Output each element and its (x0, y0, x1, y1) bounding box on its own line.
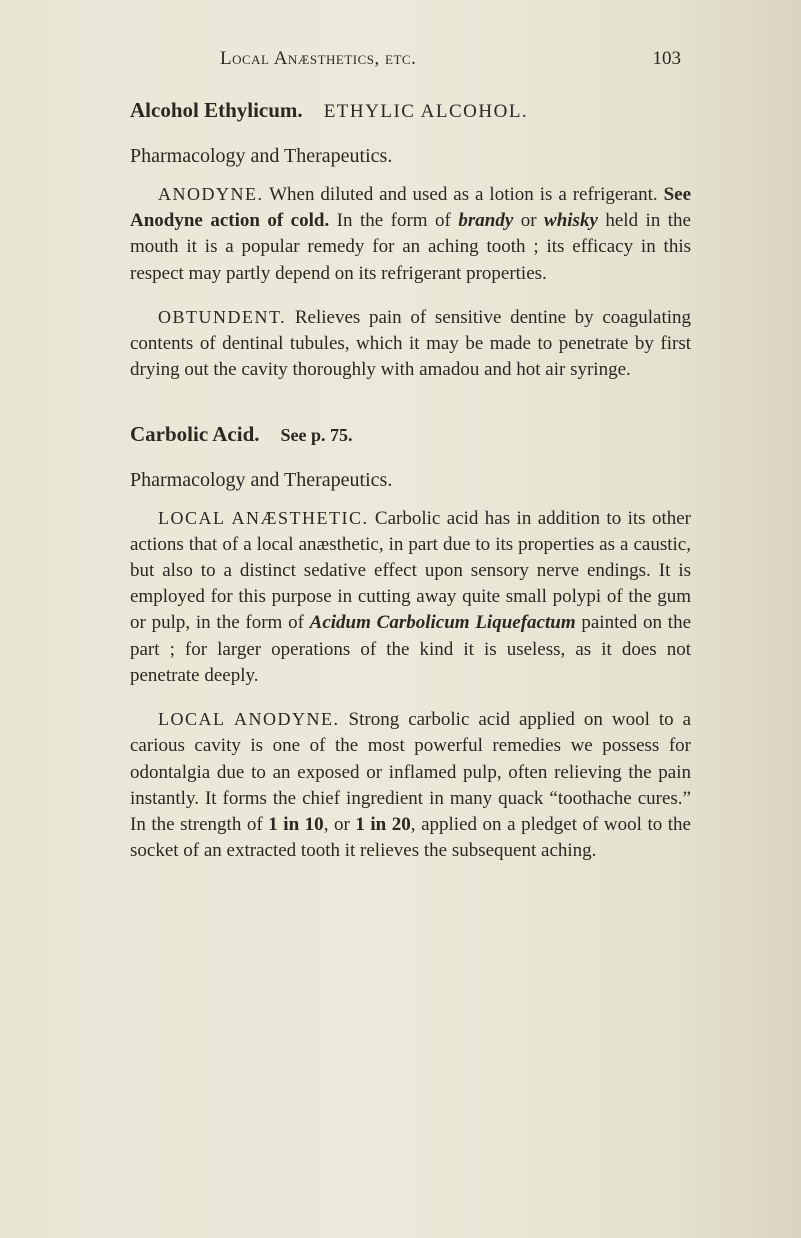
paragraph: OBTUNDENT. Relieves pain of sensitive de… (130, 305, 691, 384)
entry-subtitle: ETHYLIC ALCOHOL. (324, 101, 528, 122)
entry-xref: See p. 75. (281, 425, 353, 445)
text-run: , or (324, 814, 356, 835)
text-run: 1 in 10 (268, 814, 323, 835)
run-in-heading: OBTUNDENT. (158, 307, 286, 327)
entry-title-line: Carbolic Acid. See p. 75. (130, 422, 691, 447)
text-run: Acidum Carbolicum Liquefactum (310, 612, 576, 633)
section-heading: Pharmacology and Therapeutics. (130, 145, 691, 168)
run-in-heading: ANODYNE. (158, 184, 264, 204)
paragraph: LOCAL ANODYNE. Strong carbolic acid appl… (130, 707, 691, 864)
entry: Alcohol Ethylicum. ETHYLIC ALCOHOL. Pharm… (130, 98, 691, 384)
text-run: whisky (544, 210, 598, 231)
text-run: brandy (458, 210, 513, 231)
paragraph: LOCAL ANÆSTHETIC. Carbolic acid has in a… (130, 506, 691, 690)
text-run: or (513, 210, 544, 231)
paragraph: ANODYNE. When diluted and used as a loti… (130, 182, 691, 287)
entries: Alcohol Ethylicum. ETHYLIC ALCOHOL. Pharm… (130, 98, 691, 864)
text-run: In the form of (329, 210, 458, 231)
run-in-heading: LOCAL ANÆSTHETIC. (158, 508, 369, 528)
running-head: Local Anæsthetics, etc. (220, 48, 416, 70)
text-run: When diluted and used as a lotion is a r… (269, 184, 663, 205)
entry-title: Carbolic Acid. (130, 422, 260, 446)
entry-title: Alcohol Ethylicum. (130, 98, 303, 122)
entry-title-line: Alcohol Ethylicum. ETHYLIC ALCOHOL. (130, 98, 691, 123)
page-number: 103 (653, 48, 682, 70)
run-in-heading: LOCAL ANODYNE. (158, 709, 340, 729)
entry: Carbolic Acid. See p. 75. Pharmacology an… (130, 422, 691, 865)
text-run: 1 in 20 (355, 814, 410, 835)
page-header: Local Anæsthetics, etc. 103 (130, 48, 691, 70)
section-heading: Pharmacology and Therapeutics. (130, 469, 691, 492)
